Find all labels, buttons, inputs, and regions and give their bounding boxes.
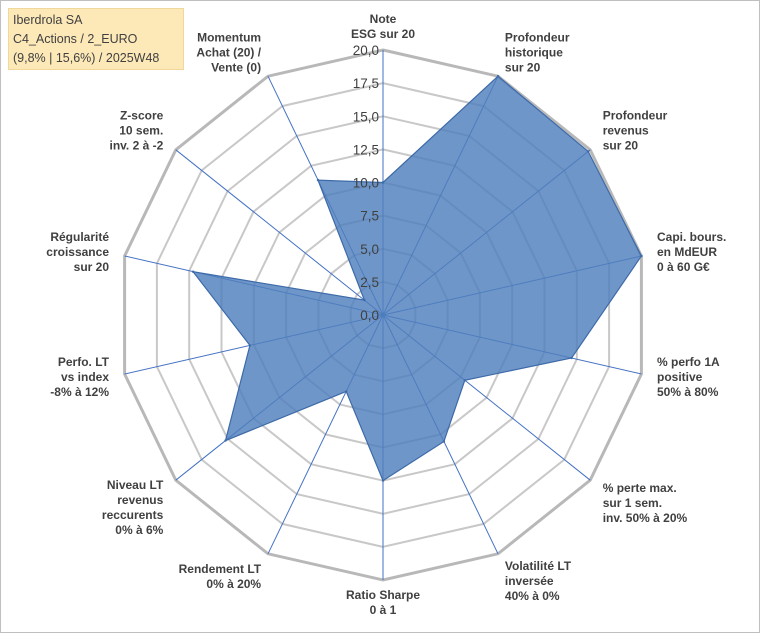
axis-spoke [175,149,384,316]
axis-label: sur 20 [505,60,541,74]
axis-label: Z-score [120,108,164,122]
axis-label: Profondeur [603,108,668,122]
axis-label: Ratio Sharpe [346,588,420,602]
tick-label: 5,0 [360,242,379,257]
axis-label: -8% à 12% [50,385,109,399]
axis-label: sur 20 [603,138,639,152]
data-point [224,439,227,442]
axis-label: vs index [61,370,109,384]
performance-stats: (9,8% | 15,6%) / 2025W48 [13,51,160,65]
axis-label: 10 sem. [119,123,163,137]
axis-label: Momentum [197,30,261,44]
axis-label: Note [370,12,397,26]
axis-label: inv. 2 à -2 [109,138,163,152]
axis-label: sur 1 sem. [603,496,662,510]
axis-label: Régularité [50,230,109,244]
axis-label: historique [505,45,563,59]
axis-label: Perfo. LT [58,355,110,369]
data-point [248,344,252,347]
info-box: Iberdrola SA C4_Actions / 2_EURO (9,8% |… [8,8,184,70]
data-point [586,150,590,153]
axis-label: revenus [603,123,649,137]
data-point [640,254,643,258]
axis-label: sur 20 [74,260,110,274]
axis-label: Niveau LT [107,478,164,492]
tick-label: 10,0 [353,176,379,191]
data-point [191,270,195,273]
tick-label: 15,0 [353,109,379,124]
data-point [570,356,573,360]
data-point [345,390,348,393]
data-point [463,379,466,382]
data-point [363,298,366,302]
axis-label: revenus [117,493,163,507]
axis-label: 50% à 80% [657,385,719,399]
axis-label: 0 à 1 [370,603,397,617]
axis-label: Rendement LT [179,562,262,576]
axis-label: en MdEUR [657,245,717,259]
data-point [381,181,385,184]
company-name: Iberdrola SA [13,13,83,27]
axis-label: positive [657,370,703,384]
axis-label: inv. 50% à 20% [603,511,688,525]
axis-label: Capi. bours. [657,230,726,244]
axis-label: % perte max. [603,481,677,495]
tick-label: 17,5 [353,76,379,91]
data-point [316,178,320,182]
axis-label: Profondeur [505,30,570,44]
axis-label: croissance [46,245,109,259]
tick-label: 12,5 [353,142,379,157]
data-point [496,75,500,78]
tick-label: 7,5 [360,209,379,224]
axis-label: 0% à 6% [115,523,163,537]
axis-label: Achat (20) / [196,45,261,59]
portfolio-name: C4_Actions / 2_EURO [13,32,138,46]
tick-label: 2,5 [360,275,379,290]
axis-label: ESG sur 20 [351,27,415,41]
axis-label: Volatilité LT [505,559,572,573]
data-point [442,440,446,443]
axis-label: reccurents [102,508,164,522]
tick-label: 20,0 [353,43,379,58]
axis-label: 0 à 60 G€ [657,260,710,274]
tick-label: 0,0 [360,308,379,323]
axis-label: % perfo 1A [657,355,720,369]
data-point [381,479,385,482]
axis-label: 40% à 0% [505,589,560,603]
axis-label: Vente (0) [211,60,261,74]
axis-label: 0% à 20% [206,577,261,591]
axis-label: inversée [505,574,554,588]
